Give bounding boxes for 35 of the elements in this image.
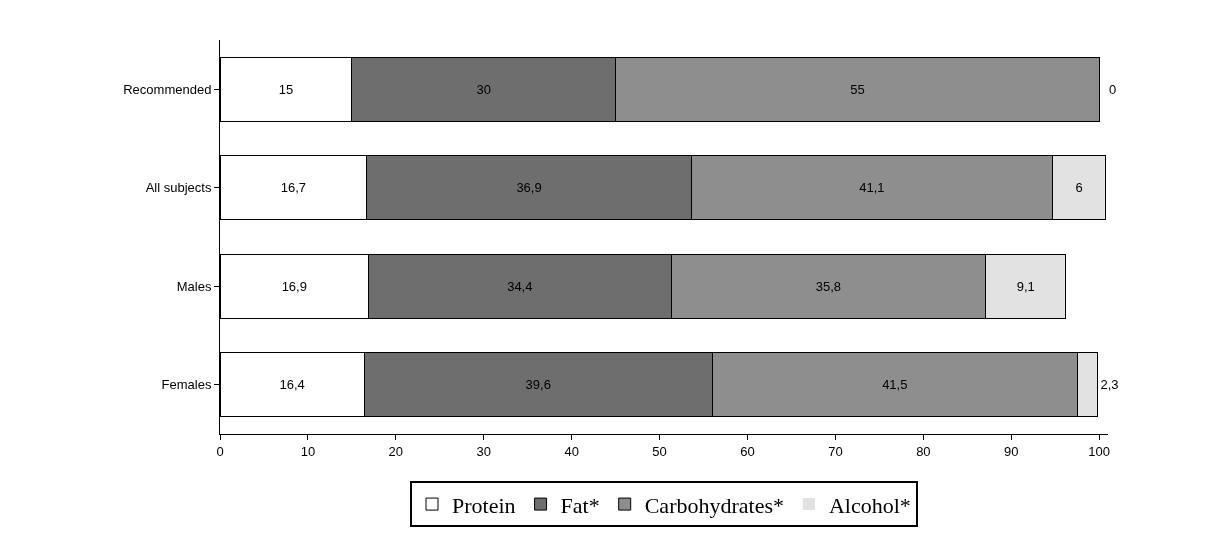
x-tick-label: 20 bbox=[388, 443, 404, 459]
data-label: 9,1 bbox=[1016, 278, 1035, 294]
x-tick-label: 0 bbox=[216, 443, 224, 459]
data-label: 41,5 bbox=[882, 377, 908, 393]
data-label: 16,7 bbox=[280, 180, 307, 196]
data-label: 35,8 bbox=[815, 278, 842, 294]
data-label: 6 bbox=[1075, 180, 1083, 196]
x-tick-label: 70 bbox=[828, 443, 843, 459]
x-tick-label: 30 bbox=[476, 443, 491, 459]
x-tick-label: 80 bbox=[916, 443, 931, 459]
y-tick-label: All subjects bbox=[145, 180, 212, 196]
data-label: 16,9 bbox=[281, 278, 307, 294]
data-label: 2,3 bbox=[1100, 377, 1119, 393]
data-label: 39,6 bbox=[525, 377, 551, 393]
x-tick-label: 40 bbox=[564, 443, 579, 459]
data-label: 0 bbox=[1109, 82, 1117, 97]
x-tick-label: 10 bbox=[300, 443, 316, 459]
data-label: 41,1 bbox=[859, 180, 885, 196]
x-tick-label: 100 bbox=[1088, 443, 1111, 459]
data-label: 34,4 bbox=[507, 278, 533, 294]
x-tick-label: 90 bbox=[1004, 443, 1019, 459]
data-label: 30 bbox=[476, 81, 491, 97]
data-label: 16,4 bbox=[279, 377, 305, 393]
data-label: 15 bbox=[278, 81, 294, 97]
y-tick-label: Recommended bbox=[123, 81, 212, 97]
x-tick-label: 50 bbox=[652, 443, 667, 459]
legend-label: Fat* bbox=[560, 492, 600, 518]
legend-label: Protein bbox=[452, 492, 516, 518]
data-label: 36,9 bbox=[516, 180, 542, 196]
y-tick-label: Males bbox=[176, 278, 212, 294]
legend-label: Carbohydrates* bbox=[644, 492, 784, 518]
y-tick-label: Females bbox=[161, 377, 212, 393]
data-label: 55 bbox=[850, 81, 865, 97]
legend-label: Alcohol* bbox=[828, 492, 911, 518]
x-tick-label: 60 bbox=[740, 443, 755, 459]
